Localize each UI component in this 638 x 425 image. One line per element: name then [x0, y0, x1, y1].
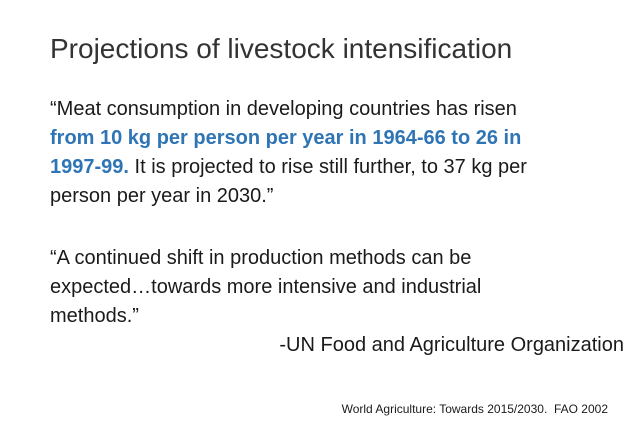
quote-line: “A continued shift in production methods…: [50, 247, 472, 269]
quote-text: person per year in 2030.”: [50, 185, 274, 207]
slide-title: Projections of livestock intensification: [50, 33, 513, 64]
quote-emphasis: from 10 kg per person per year in 1964-6…: [50, 127, 522, 149]
quote-emphasis: 1997-99.: [50, 156, 129, 178]
quote-line: from 10 kg per person per year in 1964-6…: [50, 124, 521, 153]
quote-line: 1997-99. It is projected to rise still f…: [50, 153, 527, 182]
quote-text: It is projected to rise still further, t…: [128, 156, 527, 178]
quote-line: methods.”: [50, 305, 139, 327]
source: World Agriculture: Towards 2015/2030. FA…: [341, 402, 608, 416]
quote-line: person per year in 2030.”: [50, 182, 273, 211]
attribution: -UN Food and Agriculture Organization: [279, 334, 624, 356]
quote-line: expected…towards more intensive and indu…: [50, 276, 482, 298]
quote-line: “Meat consumption in developing countrie…: [50, 95, 517, 124]
quote-text: “Meat consumption in developing countrie…: [50, 98, 517, 120]
